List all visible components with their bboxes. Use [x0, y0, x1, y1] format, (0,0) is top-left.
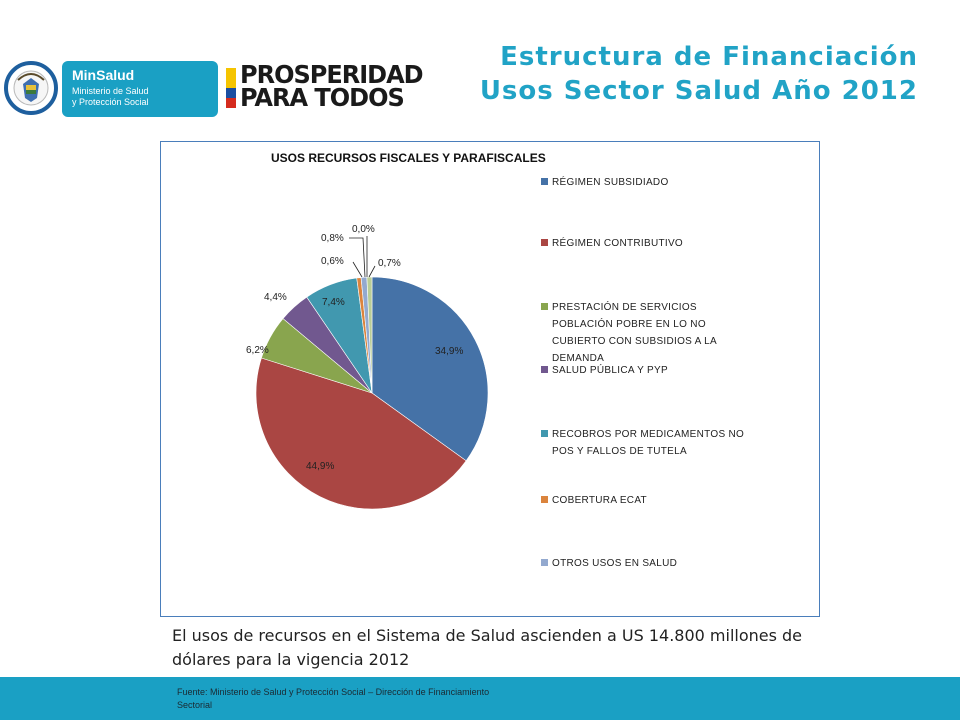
- legend-label-3: SALUD PÚBLICA Y PYP: [552, 365, 668, 376]
- legend-swatch-5: [541, 496, 548, 503]
- summary-text: El usos de recursos en el Sistema de Sal…: [172, 626, 803, 669]
- legend-swatch-1: [541, 239, 548, 246]
- data-label-0: 34,9%: [435, 346, 463, 357]
- leader-line-8: [368, 265, 376, 278]
- legend-swatch-4: [541, 430, 548, 437]
- legend-swatch-3: [541, 366, 548, 373]
- data-label-4: 7,4%: [322, 297, 345, 308]
- legend-label-4: RECOBROS POR MEDICAMENTOS NO POS Y FALLO…: [552, 429, 745, 457]
- legend-label-1: RÉGIMEN CONTRIBUTIVO: [552, 238, 684, 249]
- title-line-1: Estructura de Financiación: [500, 42, 918, 72]
- data-label-5: 0,6%: [321, 256, 344, 267]
- chart-title: USOS RECURSOS FISCALES Y PARAFISCALES: [271, 151, 546, 165]
- data-label-1: 44,9%: [306, 461, 334, 472]
- colombia-seal-logo: [4, 60, 58, 116]
- legend-swatch-2: [541, 303, 548, 310]
- data-label-8: 0,7%: [378, 258, 401, 269]
- leader-line-6: [349, 237, 366, 278]
- legend-swatch-0: [541, 178, 548, 185]
- pie-slice-1: [255, 357, 467, 510]
- legend-label-2: PRESTACIÓN DE SERVICIOS POBLACIÓN POBRE …: [552, 302, 717, 364]
- legend-label-0: RÉGIMEN SUBSIDIADO: [552, 177, 669, 188]
- leader-line-5: [352, 261, 363, 278]
- data-label-6: 0,8%: [321, 233, 344, 244]
- minsalud-subtitle: Ministerio de Salud y Protección Social: [72, 86, 149, 107]
- colombia-flag-stripe: [226, 68, 236, 108]
- data-label-3: 4,4%: [264, 292, 287, 303]
- pie-slice-0: [371, 276, 489, 462]
- pie-chart-frame: USOS RECURSOS FISCALES Y PARAFISCALES 34…: [160, 141, 820, 617]
- minsalud-logo: MinSalud Ministerio de Salud y Protecció…: [62, 61, 218, 117]
- slide-title: Estructura de Financiación Usos Sector S…: [480, 40, 918, 108]
- data-label-2: 6,2%: [246, 345, 269, 356]
- legend-label-5: COBERTURA ECAT: [552, 495, 647, 506]
- data-label-7: 0,0%: [352, 224, 375, 235]
- minsalud-name: MinSalud: [72, 67, 135, 83]
- title-line-2: Usos Sector Salud Año 2012: [479, 76, 918, 106]
- legend-swatch-6: [541, 559, 548, 566]
- footer-bar: Fuente: Ministerio de Salud y Protección…: [0, 677, 960, 720]
- pie-slice-8: [366, 276, 373, 394]
- legend-label-6: OTROS USOS EN SALUD: [552, 558, 678, 569]
- prosperidad-logo: PROSPERIDAD PARA TODOS: [240, 59, 424, 113]
- pie-chart: 34,9% 44,9% 6,2% 4,4% 7,4% 0,6% 0,8% 0,0% 0,7%: [246, 224, 489, 510]
- source-note: Fuente: Ministerio de Salud y Protección…: [177, 687, 490, 710]
